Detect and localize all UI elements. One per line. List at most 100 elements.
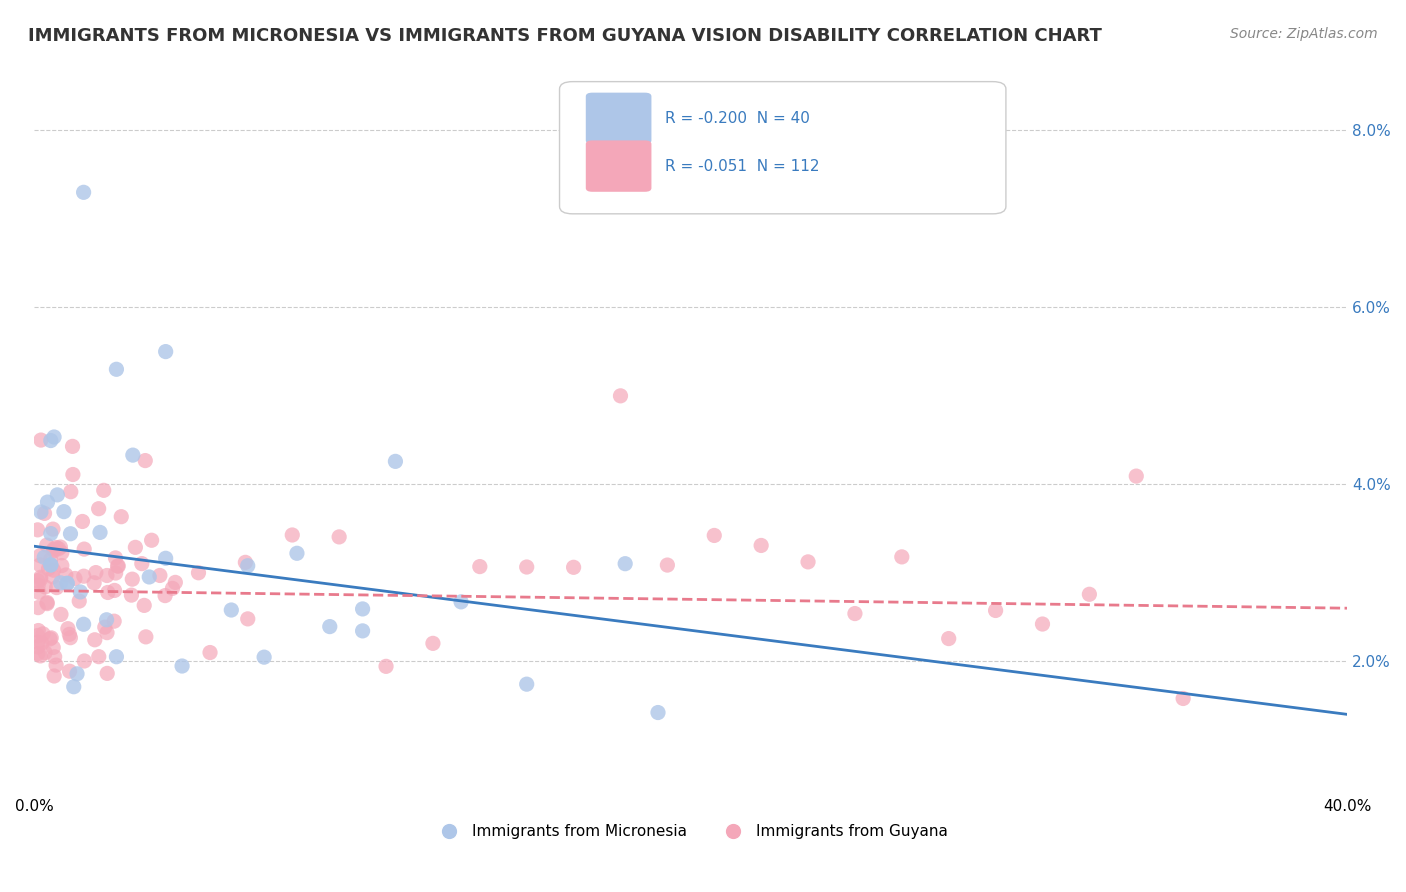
- Point: [562, 560, 585, 574]
- Point: [1031, 617, 1053, 632]
- Point: [87, 649, 110, 664]
- Point: [39, 632, 62, 646]
- Point: [93, 483, 115, 498]
- Point: [62, 680, 84, 694]
- Point: [797, 555, 820, 569]
- Point: [609, 389, 631, 403]
- Point: [155, 344, 177, 359]
- Point: [56, 576, 79, 591]
- Point: [51, 558, 73, 573]
- Text: R = -0.200  N = 40: R = -0.200 N = 40: [665, 111, 810, 126]
- Point: [221, 603, 243, 617]
- Point: [104, 566, 127, 580]
- Point: [37, 597, 59, 611]
- Point: [45, 541, 67, 555]
- Point: [253, 650, 276, 665]
- Point: [59, 484, 82, 499]
- Point: [285, 546, 308, 560]
- Point: [352, 602, 374, 616]
- Point: [104, 550, 127, 565]
- Point: [30, 648, 52, 663]
- Point: [34, 507, 56, 521]
- Point: [121, 448, 143, 462]
- Point: [69, 585, 91, 599]
- Point: [39, 631, 62, 645]
- Point: [56, 576, 79, 591]
- Point: [49, 540, 72, 554]
- Point: [52, 505, 75, 519]
- Point: [27, 578, 49, 592]
- Point: [134, 453, 156, 467]
- Point: [27, 628, 49, 642]
- Point: [37, 562, 59, 576]
- Point: [110, 509, 132, 524]
- Point: [58, 664, 80, 678]
- Point: [89, 525, 111, 540]
- Point: [614, 557, 637, 571]
- Point: [27, 523, 49, 537]
- Point: [72, 617, 94, 632]
- Point: [30, 570, 52, 584]
- Point: [84, 566, 107, 580]
- Legend: Immigrants from Micronesia, Immigrants from Guyana: Immigrants from Micronesia, Immigrants f…: [427, 818, 953, 845]
- Point: [155, 551, 177, 566]
- Point: [42, 640, 65, 655]
- Point: [31, 636, 53, 650]
- Point: [67, 594, 90, 608]
- FancyBboxPatch shape: [586, 140, 651, 192]
- Point: [73, 654, 96, 668]
- Point: [44, 669, 66, 683]
- Point: [105, 362, 128, 376]
- Point: [83, 632, 105, 647]
- Point: [135, 630, 157, 644]
- Point: [37, 495, 59, 509]
- Point: [51, 546, 73, 560]
- Text: Source: ZipAtlas.com: Source: ZipAtlas.com: [1230, 27, 1378, 41]
- FancyBboxPatch shape: [586, 93, 651, 144]
- Point: [32, 550, 55, 565]
- Point: [96, 666, 118, 681]
- Point: [134, 599, 156, 613]
- Point: [39, 434, 62, 448]
- Point: [97, 585, 120, 599]
- Point: [103, 614, 125, 628]
- Point: [107, 559, 129, 574]
- Point: [236, 558, 259, 573]
- Point: [319, 619, 342, 633]
- Point: [27, 624, 49, 638]
- Point: [83, 575, 105, 590]
- Point: [41, 570, 63, 584]
- Point: [281, 528, 304, 542]
- Point: [73, 569, 96, 583]
- Point: [34, 580, 56, 594]
- Point: [131, 557, 153, 571]
- Point: [49, 607, 72, 622]
- Point: [516, 560, 538, 574]
- Point: [170, 659, 193, 673]
- Point: [72, 515, 94, 529]
- Point: [35, 538, 58, 552]
- Point: [59, 526, 82, 541]
- Point: [149, 568, 172, 582]
- Point: [375, 659, 398, 673]
- Point: [39, 552, 62, 566]
- Point: [153, 589, 176, 603]
- Point: [1078, 587, 1101, 601]
- Point: [27, 647, 49, 661]
- Point: [62, 467, 84, 482]
- Point: [984, 603, 1007, 617]
- Point: [890, 549, 912, 564]
- Point: [121, 572, 143, 586]
- Point: [27, 600, 49, 615]
- Point: [468, 559, 491, 574]
- Point: [48, 541, 70, 556]
- Point: [138, 570, 160, 584]
- Point: [45, 658, 67, 673]
- Point: [105, 649, 128, 664]
- Point: [87, 501, 110, 516]
- Point: [516, 677, 538, 691]
- Point: [73, 542, 96, 557]
- Point: [45, 581, 67, 595]
- Point: [42, 522, 65, 536]
- Point: [58, 627, 80, 641]
